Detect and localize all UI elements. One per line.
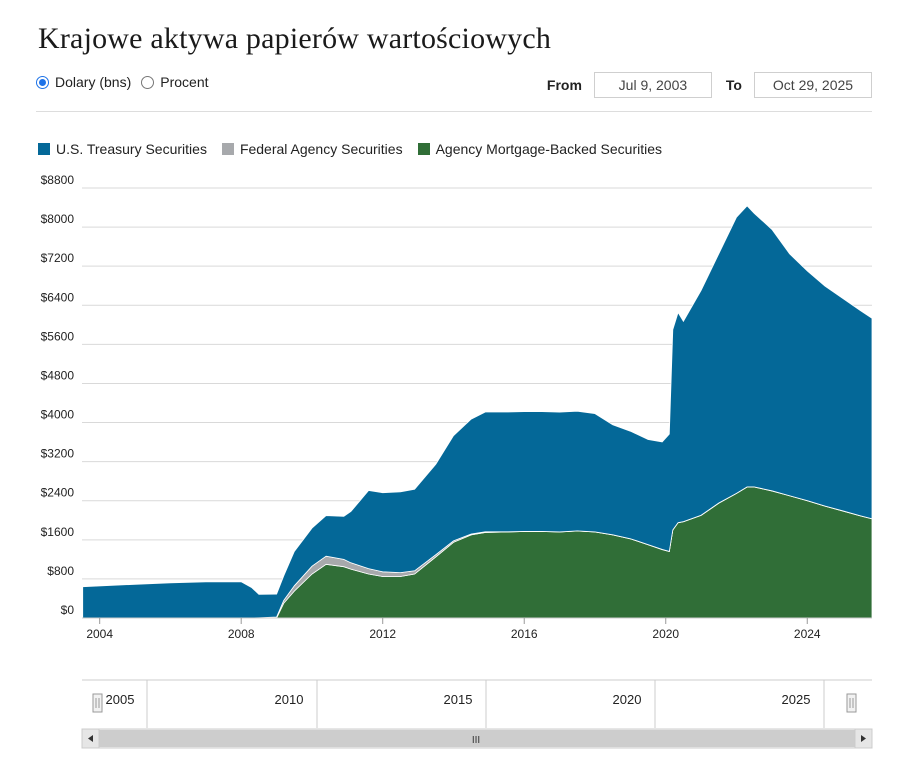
chart-legend: U.S. Treasury Securities Federal Agency …	[38, 141, 677, 157]
x-tick-label: 2012	[369, 627, 396, 641]
header-divider	[36, 111, 872, 112]
area-treasury	[82, 205, 873, 619]
y-tick-label: $5600	[41, 329, 75, 343]
x-tick-label: 2004	[86, 627, 113, 641]
y-tick-label: $8800	[41, 173, 75, 187]
scrollbar-grip-icon: III	[472, 735, 480, 746]
y-tick-label: $1600	[41, 525, 75, 539]
navigator-dividers	[146, 680, 825, 728]
y-tick-label: $800	[47, 564, 74, 578]
radio-dollars-label: Dolary (bns)	[55, 74, 132, 90]
legend-swatch-treasury	[38, 143, 50, 155]
y-tick-label: $3200	[41, 447, 75, 461]
legend-label-mbs: Agency Mortgage-Backed Securities	[435, 141, 663, 157]
legend-label-agency: Federal Agency Securities	[239, 141, 403, 157]
navigator-scrollbar[interactable]: III	[81, 728, 873, 749]
area-series	[82, 205, 873, 619]
to-label: To	[725, 77, 742, 93]
scroll-left-button[interactable]	[81, 728, 100, 749]
y-tick-label: $6400	[41, 290, 75, 304]
stacked-area-chart: $0 $800 $1600 $2400 $3200 $4000 $4800 $5600 $640…	[41, 173, 873, 641]
y-tick-label: $8000	[41, 212, 75, 226]
y-axis-ticks: $0 $800 $1600 $2400 $3200 $4000 $4800 $5600 $640…	[41, 173, 75, 617]
legend-item-treasury[interactable]: U.S. Treasury Securities	[38, 141, 207, 157]
x-axis-ticks: 2004 2008 2012 2016 2020 2024	[82, 617, 872, 641]
radio-dollars-indicator[interactable]	[36, 75, 49, 89]
legend-item-agency[interactable]: Federal Agency Securities	[221, 141, 403, 157]
y-tick-label: $7200	[41, 251, 75, 265]
page-title: Krajowe aktywa papierów wartościowych	[38, 22, 552, 55]
legend-swatch-mbs	[417, 143, 430, 155]
from-date-input[interactable]	[593, 72, 712, 98]
y-tick-label: $4800	[41, 368, 75, 382]
navigator-left-handle[interactable]	[92, 693, 103, 713]
x-tick-label: 2020	[652, 627, 679, 641]
from-label: From	[546, 77, 582, 93]
x-tick-label: 2024	[794, 627, 821, 641]
arrow-left-icon	[88, 735, 93, 742]
x-tick-label: 2008	[228, 627, 255, 641]
arrow-right-icon	[861, 735, 866, 742]
legend-label-treasury: U.S. Treasury Securities	[56, 141, 207, 157]
navigator-year-labels: 2005 2010 2015 2020 2025	[106, 692, 811, 707]
date-range: From To	[547, 72, 872, 98]
radio-percent-label: Procent	[160, 74, 209, 90]
legend-swatch-agency	[221, 143, 234, 155]
navigator-label: 2025	[782, 692, 811, 707]
y-tick-label: $2400	[41, 486, 75, 500]
to-date-input[interactable]	[754, 72, 872, 98]
range-navigator[interactable]: 2005 2010 2015 2020 2025 III	[0, 676, 918, 756]
y-tick-label: $4000	[41, 408, 75, 422]
navigator-label: 2020	[613, 692, 642, 707]
navigator-right-handle[interactable]	[846, 693, 857, 713]
x-tick-label: 2016	[511, 627, 538, 641]
radio-percent[interactable]: Procent	[141, 74, 209, 90]
scroll-right-button[interactable]	[854, 728, 873, 749]
unit-toggle: Dolary (bns) Procent	[36, 74, 219, 90]
scrollbar-thumb[interactable]	[99, 730, 855, 747]
navigator-label: 2005	[106, 692, 135, 707]
navigator-label: 2010	[275, 692, 304, 707]
radio-percent-indicator[interactable]	[141, 75, 155, 89]
y-tick-label: $0	[61, 603, 75, 617]
legend-item-mbs[interactable]: Agency Mortgage-Backed Securities	[417, 141, 663, 157]
navigator-label: 2015	[444, 692, 473, 707]
radio-dollars[interactable]: Dolary (bns)	[36, 74, 131, 90]
